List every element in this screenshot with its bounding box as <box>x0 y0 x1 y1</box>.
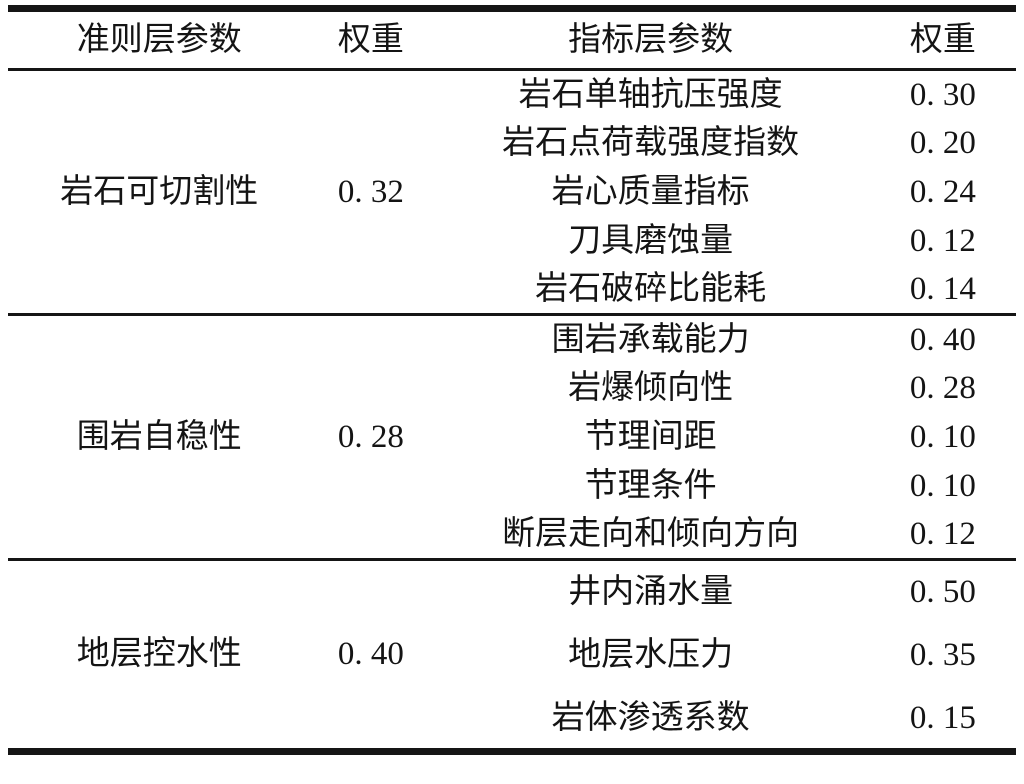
table-row: 节理条件 0. 10 <box>8 462 1016 511</box>
indicator-cell: 地层水压力 <box>568 637 734 674</box>
indicator-cell: 节理条件 <box>584 467 717 504</box>
weights-table: 准则层参数 权重 指标层参数 权重 岩石可切割性 0. 32 岩石单轴抗压强度 0. … <box>8 5 1016 755</box>
table-row: 岩爆倾向性 0. 28 <box>8 364 1016 413</box>
table-row: 岩心质量指标 0. 24 <box>8 168 1016 217</box>
indicator-cell: 刀具磨蚀量 <box>568 222 734 259</box>
table-row: 岩石破碎比能耗 0. 14 <box>8 266 1016 315</box>
header-row: 准则层参数 权重 指标层参数 权重 <box>8 9 1016 70</box>
header-criterion-weight: 权重 <box>337 21 404 58</box>
indicator-cell: 岩爆倾向性 <box>568 369 734 406</box>
indicator-cell: 岩体渗透系数 <box>551 699 750 736</box>
indicator-cell: 节理间距 <box>584 418 717 455</box>
table-row: 刀具磨蚀量 0. 12 <box>8 217 1016 266</box>
indicator-cell: 岩心质量指标 <box>551 173 750 210</box>
criterion-weight-cell: 0. 40 <box>337 636 404 673</box>
indicator-weight-cell: 0. 30 <box>909 76 976 113</box>
indicator-cell: 岩石破碎比能耗 <box>535 271 767 308</box>
header-indicator-params: 指标层参数 <box>568 21 734 58</box>
table-header: 准则层参数 权重 指标层参数 权重 <box>8 9 1016 70</box>
table-row: 岩石点荷载强度指数 0. 20 <box>8 119 1016 168</box>
indicator-weight-cell: 0. 20 <box>909 124 976 161</box>
criterion-cell: 岩石可切割性 <box>60 173 259 210</box>
criterion-weight-cell: 0. 32 <box>337 173 404 210</box>
table-row: 地层水压力 0. 35 <box>8 624 1016 688</box>
criterion-cell: 地层控水性 <box>76 636 242 673</box>
header-indicator-weight: 权重 <box>909 21 976 58</box>
indicator-weight-cell: 0. 12 <box>909 516 976 553</box>
criterion-group: 围岩自稳性 0. 28 围岩承载能力 0. 40 岩爆倾向性 0. 28 节理间距 0. 10… <box>8 314 1016 560</box>
criterion-group: 岩石可切割性 0. 32 岩石单轴抗压强度 0. 30 岩石点荷载强度指数 0. 20 岩心… <box>8 69 1016 315</box>
indicator-weight-cell: 0. 24 <box>909 173 976 210</box>
header-criterion-params: 准则层参数 <box>76 21 242 58</box>
indicator-weight-cell: 0. 10 <box>909 467 976 504</box>
table-row: 岩石可切割性 0. 32 岩石单轴抗压强度 0. 30 <box>8 70 1016 210</box>
indicator-weight-cell: 0. 15 <box>909 699 976 736</box>
table-row: 节理间距 0. 10 <box>8 413 1016 462</box>
indicator-cell: 井内涌水量 <box>568 574 734 611</box>
indicator-weight-cell: 0. 12 <box>909 222 976 259</box>
indicator-cell: 断层走向和倾向方向 <box>502 516 800 553</box>
indicator-weight-cell: 0. 28 <box>909 369 976 406</box>
table-row: 地层控水性 0. 40 井内涌水量 0. 50 <box>8 560 1016 672</box>
document-page: 准则层参数 权重 指标层参数 权重 岩石可切割性 0. 32 岩石单轴抗压强度 0. … <box>8 5 1016 755</box>
table-row: 岩体渗透系数 0. 15 <box>8 688 1016 752</box>
indicator-weight-cell: 0. 10 <box>909 418 976 455</box>
criterion-cell: 围岩自稳性 <box>76 418 242 455</box>
indicator-weight-cell: 0. 50 <box>909 574 976 611</box>
indicator-cell: 围岩承载能力 <box>551 321 750 358</box>
indicator-cell: 岩石单轴抗压强度 <box>518 76 783 113</box>
table-row: 围岩自稳性 0. 28 围岩承载能力 0. 40 <box>8 315 1016 455</box>
criterion-group: 地层控水性 0. 40 井内涌水量 0. 50 地层水压力 0. 35 岩体渗透系数 0. 1… <box>8 559 1016 752</box>
indicator-cell: 岩石点荷载强度指数 <box>502 124 800 161</box>
criterion-weight-cell: 0. 28 <box>337 418 404 455</box>
table-row: 断层走向和倾向方向 0. 12 <box>8 511 1016 560</box>
indicator-weight-cell: 0. 40 <box>909 321 976 358</box>
indicator-weight-cell: 0. 14 <box>909 271 976 308</box>
indicator-weight-cell: 0. 35 <box>909 637 976 674</box>
